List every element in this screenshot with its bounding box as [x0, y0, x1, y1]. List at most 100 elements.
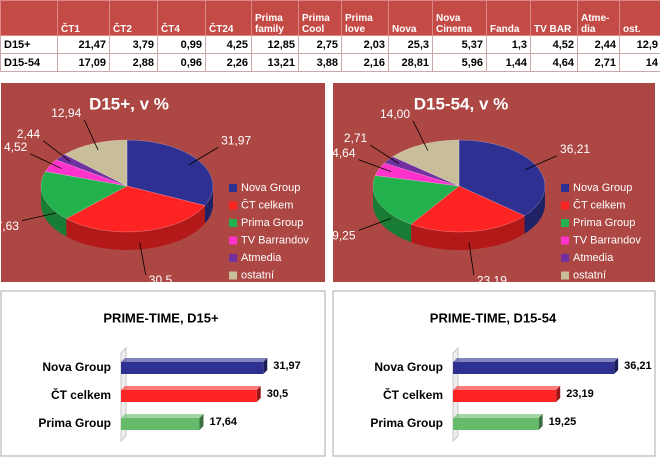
pie-value-label: 14,00: [380, 107, 410, 121]
table-cell: 2,88: [109, 53, 158, 72]
pie-value-label: 30,5: [149, 273, 173, 287]
category-label: ČT celkem: [51, 387, 111, 402]
legend-label: ostatní: [573, 269, 606, 281]
table-cell: 3,88: [298, 53, 342, 72]
legend-label: ostatní: [241, 269, 274, 281]
pie-value-label: 2,44: [17, 127, 41, 141]
legend-label: Prima Group: [241, 217, 303, 229]
pie-value-label: 31,97: [221, 134, 251, 148]
header-row: ČT1 ČT2 ČT4 ČT24 Prima family Prima Cool Prima…: [0, 0, 660, 36]
pie-slice: [64, 139, 128, 187]
legend-label: Nova Group: [573, 182, 632, 194]
row-label: D15-54: [0, 53, 58, 72]
column-header: ost.: [619, 0, 660, 36]
table-cell: 1,44: [486, 53, 531, 72]
leader-line: [42, 140, 71, 162]
table-cell: 5,37: [432, 35, 487, 54]
column-header: Prima family: [251, 0, 299, 36]
bar: [453, 362, 615, 374]
bar-end: [263, 358, 268, 374]
bar-end: [199, 414, 204, 430]
bar-value-label: 31,97: [273, 360, 301, 372]
column-header: ČT2: [109, 0, 158, 36]
legend-label: ČT celkem: [241, 198, 293, 211]
pie-slice-side: [411, 215, 525, 251]
column-header: ČT4: [157, 0, 206, 36]
bar-end: [538, 414, 543, 430]
category-label: Prima Group: [370, 416, 443, 430]
category-label: Nova Group: [42, 360, 111, 374]
pie-slice: [126, 139, 214, 206]
bar-end: [556, 386, 561, 402]
chart-title: D15-54, v %: [414, 94, 509, 113]
column-header: TV BAR: [530, 0, 578, 36]
pie-value-label: 36,21: [560, 142, 590, 156]
pie-value-label: 2,71: [344, 131, 368, 145]
pie-slice: [383, 156, 460, 187]
pie-slice: [374, 162, 460, 187]
table-cell: 2,03: [341, 35, 389, 54]
pie-value-label: 17,63: [0, 219, 19, 233]
column-header: ČT1: [57, 0, 110, 36]
pie-value-label: 19,25: [325, 229, 355, 243]
table-cell: 4,25: [205, 35, 252, 54]
legend-label: TV Barrandov: [241, 234, 309, 246]
pie-value-label: 23,19: [477, 273, 507, 287]
legend-label: ČT celkem: [573, 198, 625, 211]
table-cell: 28,81: [388, 53, 433, 72]
bar: [453, 390, 557, 402]
leader-line: [412, 120, 429, 151]
table-cell: 4,52: [530, 35, 578, 54]
table-cell: 5,96: [432, 53, 487, 72]
legend-label: TV Barrandov: [573, 234, 641, 246]
legend-swatch: [561, 201, 569, 210]
bar-value-label: 17,64: [209, 416, 237, 428]
bar-top: [453, 414, 543, 418]
bar-top: [453, 358, 619, 362]
table-cell: 2,16: [341, 53, 389, 72]
leader-line: [188, 147, 219, 166]
bar-value-label: 36,21: [624, 360, 652, 372]
legend-swatch: [561, 236, 569, 245]
corner-cell: [0, 0, 58, 36]
table-cell: 14: [619, 53, 660, 72]
table-cell: 25,3: [388, 35, 433, 54]
column-header: Nova Cinema: [432, 0, 487, 36]
table-cell: 3,79: [109, 35, 158, 54]
column-header: Prima Cool: [298, 0, 342, 36]
legend-label: Atmedia: [573, 252, 614, 264]
pie-slice-side: [204, 186, 213, 224]
leader-line: [30, 153, 62, 169]
pie-slice-side: [373, 186, 412, 243]
row-label: D15+: [0, 35, 58, 54]
bar: [121, 390, 257, 402]
legend-swatch: [229, 201, 237, 210]
table-cell: 0,96: [157, 53, 206, 72]
table-cell: 17,09: [57, 53, 110, 72]
table-cell: 2,44: [577, 35, 620, 54]
column-header: Fanda: [486, 0, 531, 36]
legend-swatch: [561, 184, 569, 192]
legend-swatch: [229, 219, 237, 227]
bar-top: [121, 386, 261, 390]
chart-title: PRIME-TIME, D15-54: [430, 310, 557, 325]
table-cell: 21,47: [57, 35, 110, 54]
legend-swatch: [561, 219, 569, 227]
table-cell: 0,99: [157, 35, 206, 54]
pie-slice: [458, 139, 546, 217]
pie-slice-side: [41, 186, 67, 237]
table-cell: 1,3: [486, 35, 531, 54]
table-row: D15+ 21,47 3,79 0,99 4,25 12,85 2,75 2,03 25,3 5,…: [0, 35, 660, 54]
ratings-table: ČT1 ČT2 ČT4 ČT24 Prima family Prima Cool Prima…: [0, 0, 660, 72]
pie-value-label: 12,94: [51, 106, 81, 120]
legend-swatch: [229, 184, 237, 192]
table-cell: 2,75: [298, 35, 342, 54]
bar-top: [121, 414, 204, 418]
leader-line: [358, 217, 392, 231]
column-header: Prima love: [341, 0, 389, 36]
bar-end: [256, 386, 261, 402]
table-cell: 12,85: [251, 35, 299, 54]
pie-slice: [44, 159, 128, 187]
column-header: Atme-dia: [577, 0, 620, 36]
table-cell: 13,21: [251, 53, 299, 72]
